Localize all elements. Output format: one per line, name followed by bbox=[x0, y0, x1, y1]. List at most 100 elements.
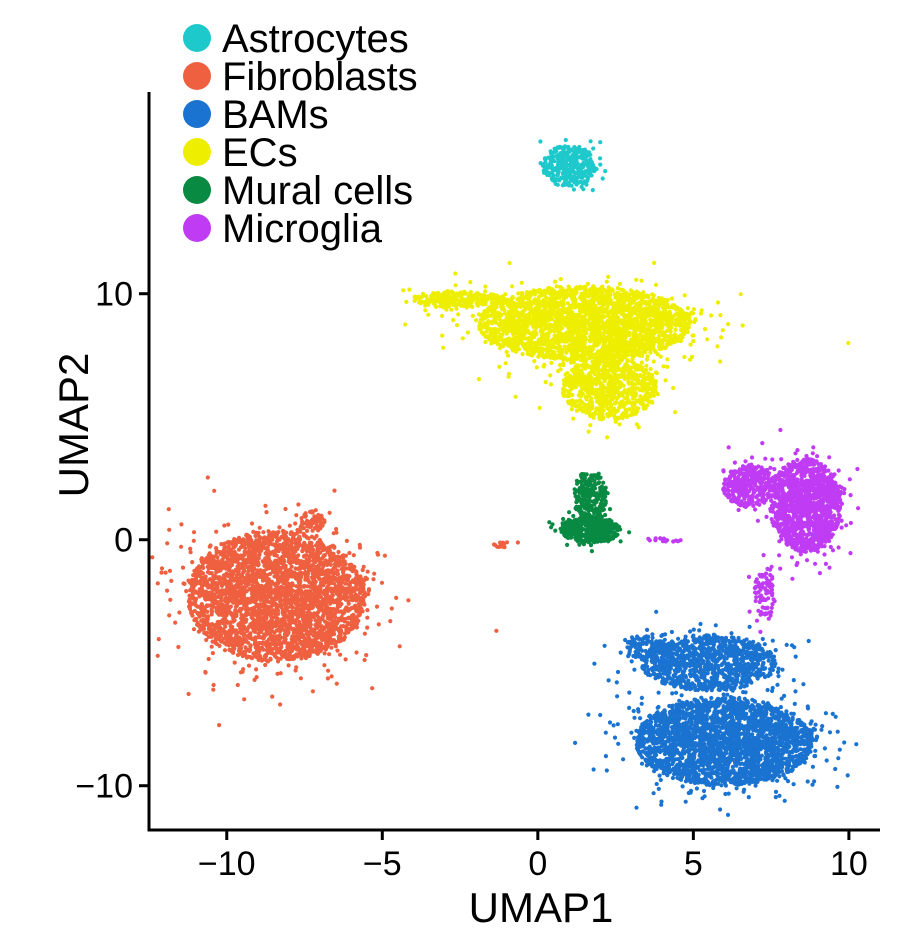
scatter-point bbox=[297, 602, 302, 607]
scatter-point bbox=[261, 544, 266, 549]
scatter-point bbox=[570, 174, 575, 179]
scatter-point bbox=[238, 545, 243, 550]
scatter-point bbox=[305, 653, 310, 658]
scatter-point bbox=[325, 676, 330, 681]
scatter-point bbox=[266, 538, 272, 543]
scatter-point bbox=[309, 582, 314, 588]
scatter-point bbox=[209, 612, 214, 617]
scatter-point bbox=[656, 786, 661, 792]
scatter-point bbox=[233, 543, 238, 549]
scatter-point bbox=[190, 613, 195, 618]
scatter-point bbox=[275, 539, 280, 544]
scatter-point bbox=[313, 602, 318, 607]
scatter-point bbox=[318, 594, 323, 600]
scatter-point bbox=[585, 175, 590, 180]
scatter-point bbox=[551, 158, 556, 163]
scatter-point bbox=[250, 540, 255, 545]
scatter-point bbox=[562, 153, 567, 158]
scatter-point bbox=[324, 568, 329, 574]
scatter-point bbox=[220, 590, 225, 595]
scatter-point bbox=[254, 635, 259, 640]
scatter-point bbox=[165, 588, 170, 593]
scatter-point bbox=[561, 175, 566, 180]
scatter-point bbox=[237, 637, 243, 643]
scatter-point bbox=[253, 593, 258, 598]
scatter-point bbox=[301, 601, 306, 606]
scatter-point bbox=[374, 604, 380, 609]
scatter-point bbox=[250, 545, 255, 550]
scatter-point bbox=[321, 637, 326, 642]
scatter-point bbox=[328, 623, 333, 629]
scatter-point bbox=[256, 583, 261, 588]
scatter-point bbox=[299, 592, 304, 597]
scatter-point bbox=[563, 167, 568, 172]
scatter-point bbox=[328, 556, 333, 561]
scatter-point bbox=[288, 547, 293, 552]
scatter-point bbox=[581, 160, 586, 165]
scatter-point bbox=[296, 537, 301, 542]
scatter-point bbox=[212, 560, 217, 565]
series-bams bbox=[573, 609, 859, 818]
scatter-point bbox=[365, 608, 370, 613]
scatter-point bbox=[290, 634, 295, 639]
scatter-point bbox=[319, 513, 324, 518]
scatter-point bbox=[334, 527, 339, 532]
scatter-point bbox=[181, 581, 186, 586]
scatter-point bbox=[265, 588, 270, 593]
scatter-point bbox=[289, 569, 294, 574]
scatter-point bbox=[247, 635, 252, 641]
scatter-point bbox=[285, 643, 290, 648]
scatter-point bbox=[357, 591, 363, 596]
scatter-point bbox=[554, 149, 559, 154]
scatter-point bbox=[334, 681, 339, 686]
scatter-point bbox=[264, 566, 269, 571]
scatter-point bbox=[268, 631, 273, 636]
scatter-point bbox=[249, 557, 254, 562]
scatter-point bbox=[203, 557, 208, 562]
scatter-point bbox=[694, 786, 700, 791]
scatter-point bbox=[211, 604, 216, 609]
scatter-point bbox=[515, 540, 521, 545]
scatter-point bbox=[191, 627, 197, 632]
scatter-point bbox=[272, 591, 277, 596]
scatter-point bbox=[204, 614, 209, 620]
scatter-point bbox=[242, 613, 247, 619]
scatter-point bbox=[338, 597, 343, 602]
scatter-point bbox=[204, 632, 209, 637]
scatter-point bbox=[344, 566, 349, 571]
scatter-point bbox=[217, 723, 222, 728]
scatter-point bbox=[243, 619, 248, 624]
scatter-point bbox=[575, 161, 580, 166]
scatter-point bbox=[278, 702, 283, 707]
scatter-point bbox=[632, 715, 637, 720]
scatter-point bbox=[264, 509, 269, 515]
scatter-point bbox=[167, 527, 172, 532]
scatter-point bbox=[249, 656, 254, 661]
scatter-point bbox=[226, 522, 231, 527]
scatter-point bbox=[578, 154, 583, 159]
scatter-point bbox=[279, 652, 284, 657]
scatter-point bbox=[563, 137, 568, 143]
scatter-point bbox=[297, 598, 302, 603]
scatter-point bbox=[222, 523, 227, 528]
scatter-point bbox=[827, 730, 833, 735]
scatter-point bbox=[338, 652, 343, 657]
scatter-point bbox=[253, 645, 258, 650]
scatter-point bbox=[249, 607, 254, 612]
scatter-point bbox=[538, 161, 543, 166]
scatter-point bbox=[574, 177, 579, 182]
scatter-point bbox=[545, 163, 550, 168]
scatter-point bbox=[282, 544, 287, 549]
scatter-point bbox=[226, 599, 231, 604]
scatter-point bbox=[582, 156, 587, 162]
scatter-point bbox=[229, 640, 234, 645]
scatter-point bbox=[603, 754, 609, 759]
scatter-point bbox=[241, 667, 246, 672]
scatter-point bbox=[210, 651, 215, 656]
scatter-point bbox=[274, 548, 279, 553]
scatter-point bbox=[273, 608, 278, 613]
scatter-point bbox=[234, 577, 239, 582]
scatter-point bbox=[571, 161, 576, 166]
scatter-point bbox=[214, 549, 219, 554]
scatter-point bbox=[302, 513, 307, 518]
